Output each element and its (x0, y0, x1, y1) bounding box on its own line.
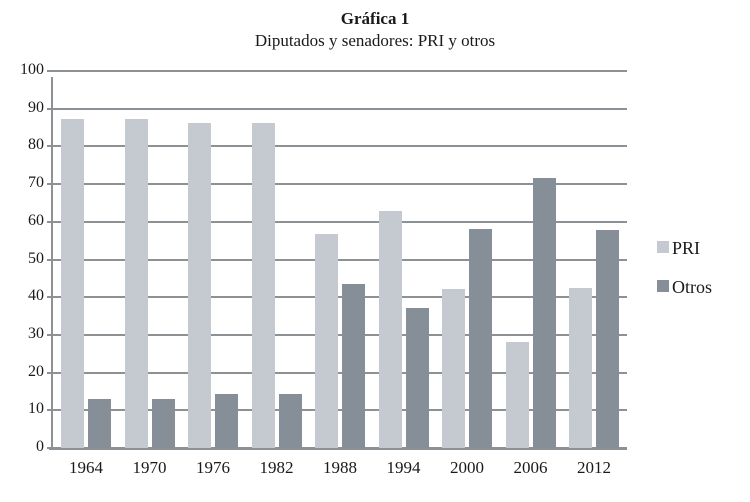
otros-legend-label: Otros (672, 277, 712, 297)
y-tick-0 (47, 447, 53, 449)
pri-legend-swatch (657, 240, 669, 253)
bar-pri-2006 (505, 341, 529, 448)
y-tick-30 (47, 333, 53, 336)
pri-legend-label: PRI (672, 238, 701, 258)
y-axis-label-100: 100 (20, 61, 44, 78)
y-tick-10 (47, 409, 53, 412)
y-axis-label-90: 90 (28, 98, 44, 116)
bar-otros-2006 (532, 178, 556, 448)
y-tick-100 (47, 70, 53, 72)
bar-otros-1970 (151, 399, 175, 448)
chart-header: Gráfica 1 Diputados y senadores: PRI y o… (0, 8, 750, 52)
bar-otros-1994 (405, 307, 429, 448)
y-axis-label-20: 20 (28, 362, 44, 380)
gridline-40 (53, 296, 627, 299)
x-axis-label-1982: 1982 (259, 458, 294, 477)
bar-pri-1976 (188, 123, 211, 448)
plot-area (47, 70, 627, 450)
y-axis-label-40: 40 (28, 287, 44, 305)
y-axis-label-70: 70 (28, 174, 44, 192)
bar-pri-1964 (61, 118, 84, 448)
chart-subtitle: Diputados y senadores: PRI y otros (254, 31, 496, 51)
legend-item-pri: PRI (657, 238, 712, 259)
gridline-30 (53, 333, 627, 336)
gridline-60 (53, 220, 627, 223)
x-axis-label-1988: 1988 (323, 458, 357, 477)
y-axis-label-60: 60 (28, 211, 44, 229)
y-tick-20 (47, 371, 53, 374)
bar-pri-1970 (124, 118, 148, 448)
y-tick-60 (47, 220, 53, 223)
bar-pri-1988 (315, 233, 338, 448)
x-axis-label-1970: 1970 (132, 458, 167, 477)
gridline-70 (53, 183, 627, 186)
x-axis-label-2012: 2012 (577, 458, 611, 477)
gridline-20 (53, 371, 627, 374)
y-axis-label-0: 0 (36, 438, 44, 455)
chart-title: Gráfica 1 (340, 9, 410, 28)
y-tick-70 (47, 183, 53, 186)
y-axis-label-50: 50 (28, 249, 44, 267)
x-axis-label-1976: 1976 (196, 458, 230, 477)
y-axis-label-80: 80 (28, 136, 44, 154)
x-axis-label-2000: 2000 (450, 458, 484, 477)
bar-pri-1982 (251, 123, 275, 448)
y-axis-label-30: 30 (28, 324, 44, 342)
gridline-50 (53, 258, 627, 261)
bar-otros-2000 (469, 228, 492, 448)
gridline-90 (53, 107, 627, 110)
bar-pri-2000 (442, 289, 465, 448)
bar-otros-1976 (215, 394, 238, 448)
gridline-10 (53, 409, 627, 412)
y-tick-90 (47, 107, 53, 110)
legend-item-otros: Otros (657, 277, 712, 298)
bar-pri-2012 (569, 288, 592, 448)
legend: PRI Otros (657, 238, 712, 316)
bar-pri-1994 (378, 210, 402, 448)
y-tick-40 (47, 296, 53, 299)
bar-otros-1988 (342, 284, 365, 448)
y-axis-line (51, 77, 53, 448)
bar-otros-2012 (596, 230, 619, 448)
bar-otros-1964 (88, 399, 111, 448)
otros-legend-swatch (657, 279, 669, 292)
gridline-100 (53, 70, 627, 72)
x-axis-line (49, 447, 627, 450)
gridline-80 (53, 145, 627, 148)
y-tick-80 (47, 145, 53, 148)
y-tick-50 (47, 258, 53, 261)
x-axis-label-2006: 2006 (513, 458, 548, 477)
x-axis-label-1964: 1964 (69, 458, 103, 477)
bar-otros-1982 (278, 394, 302, 448)
x-axis-label-1994: 1994 (386, 458, 421, 477)
y-axis-label-10: 10 (28, 400, 44, 418)
